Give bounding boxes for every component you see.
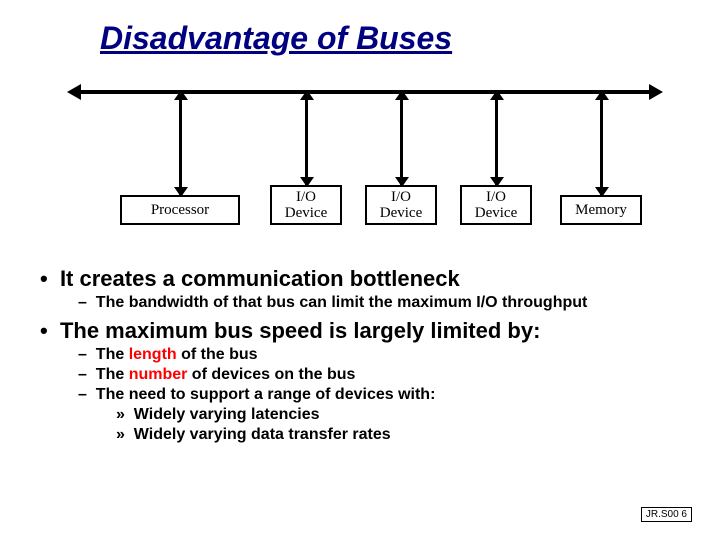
- diagram-box: I/O Device: [270, 185, 342, 225]
- bus-arrow-right-icon: [649, 84, 663, 100]
- arrow-up-icon: [300, 90, 314, 100]
- connector-line: [179, 92, 182, 195]
- bullet-text: of devices on the bus: [187, 366, 355, 383]
- bullet-level1: • The maximum bus speed is largely limit…: [40, 318, 700, 344]
- bullet-text: The: [96, 366, 129, 383]
- arrow-up-icon: [174, 90, 188, 100]
- bullet-level2: – The length of the bus: [78, 346, 700, 364]
- slide-title: Disadvantage of Buses: [100, 20, 452, 57]
- bullet-level2: – The bandwidth of that bus can limit th…: [78, 294, 700, 312]
- bullet-text: The need to support a range of devices w…: [96, 386, 436, 403]
- connector-line: [305, 92, 308, 185]
- bullet-level2: – The number of devices on the bus: [78, 366, 700, 384]
- diagram-box: I/O Device: [365, 185, 437, 225]
- bus-line: [75, 90, 655, 94]
- bullet-text: Widely varying data transfer rates: [134, 426, 391, 443]
- bullet-level1: • It creates a communication bottleneck: [40, 266, 700, 292]
- connector-line: [400, 92, 403, 185]
- diagram-box: I/O Device: [460, 185, 532, 225]
- bullet-text: The maximum bus speed is largely limited…: [60, 318, 540, 343]
- arrow-up-icon: [395, 90, 409, 100]
- bullet-level3: » Widely varying latencies: [116, 406, 700, 424]
- emphasis-text: length: [129, 346, 177, 363]
- bullet-text: Widely varying latencies: [134, 406, 320, 423]
- diagram-box: Memory: [560, 195, 642, 225]
- bullet-text: of the bus: [177, 346, 258, 363]
- arrow-up-icon: [595, 90, 609, 100]
- bullet-text: The: [96, 346, 129, 363]
- emphasis-text: number: [129, 366, 188, 383]
- slide-content: • It creates a communication bottleneck …: [40, 260, 700, 444]
- connector-line: [600, 92, 603, 195]
- bullet-text: The bandwidth of that bus can limit the …: [96, 294, 588, 311]
- arrow-up-icon: [490, 90, 504, 100]
- bullet-level2: – The need to support a range of devices…: [78, 386, 700, 404]
- diagram-box: Processor: [120, 195, 240, 225]
- slide-footer: JR.S00 6: [641, 507, 692, 522]
- bus-diagram: Processor I/O Device I/O Device I/O Device M…: [75, 80, 655, 235]
- bus-arrow-left-icon: [67, 84, 81, 100]
- connector-line: [495, 92, 498, 185]
- bullet-text: It creates a communication bottleneck: [60, 266, 460, 291]
- bullet-level3: » Widely varying data transfer rates: [116, 426, 700, 444]
